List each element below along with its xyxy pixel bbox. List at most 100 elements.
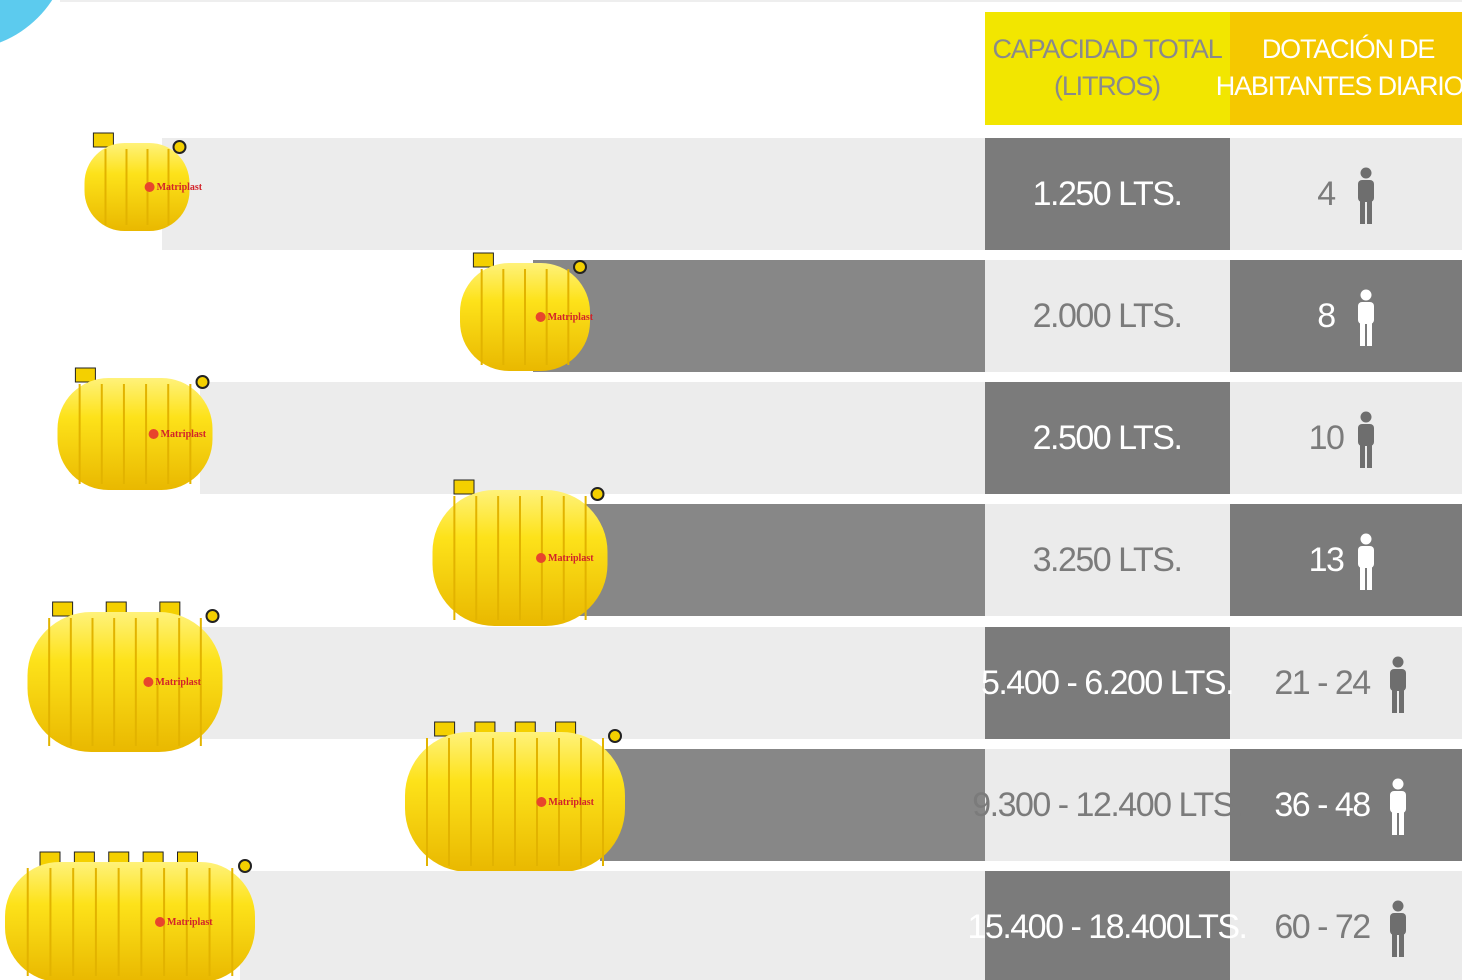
- tank-neck: [453, 479, 475, 495]
- tank-outlet: [238, 859, 252, 873]
- person-leg: [1399, 687, 1404, 713]
- tank-logo: [536, 797, 547, 807]
- person-icon: [1390, 900, 1406, 957]
- tank-brand: Matriplast: [157, 182, 203, 193]
- inhabitants-header: DOTACIÓN DE: [1262, 33, 1434, 64]
- capacity-cell: [985, 871, 1230, 980]
- person-icon: [1390, 778, 1406, 835]
- tank-image: Matriplast: [27, 601, 223, 752]
- tank-brand: Matriplast: [548, 312, 594, 323]
- inhabitants-cell: [1230, 138, 1462, 250]
- tank-logo: [143, 677, 154, 687]
- row-bar: [200, 627, 985, 739]
- inhabitants-value: 60 - 72: [1274, 908, 1370, 946]
- tank-logo: [536, 553, 546, 563]
- capacity-value: 9.300 - 12.400 LTS.: [972, 786, 1242, 824]
- capacity-cell: [985, 749, 1230, 861]
- tank-neck: [434, 721, 456, 737]
- tank-image: Matriplast: [57, 367, 213, 490]
- capacity-value: 1.250 LTS.: [1033, 175, 1182, 213]
- person-body: [1358, 546, 1374, 568]
- person-body: [1358, 180, 1374, 202]
- tank-outlet: [195, 375, 210, 389]
- person-leg: [1392, 931, 1397, 957]
- inhabitants-header-bg: [1230, 12, 1462, 125]
- person-body: [1390, 669, 1406, 691]
- person-body: [1358, 424, 1374, 446]
- tank-neck: [92, 132, 114, 148]
- tank-body: [27, 612, 223, 752]
- capacity-header-bg: [985, 12, 1230, 125]
- person-leg: [1367, 564, 1372, 590]
- person-leg: [1392, 809, 1397, 835]
- tank-image: Matriplast: [460, 252, 594, 371]
- person-body: [1390, 913, 1406, 935]
- person-leg: [1360, 198, 1365, 224]
- person-leg: [1399, 809, 1404, 835]
- tank-brand: Matriplast: [167, 917, 213, 928]
- tank-body: [84, 143, 190, 231]
- tank-outlet: [205, 609, 220, 623]
- inhabitants-cell: [1230, 871, 1462, 980]
- capacity-value: 2.500 LTS.: [1033, 419, 1182, 457]
- row-bar: [560, 504, 985, 616]
- person-head: [1360, 167, 1372, 179]
- capacity-cell: [985, 382, 1230, 494]
- capacity-header: (LITROS): [1054, 71, 1160, 101]
- tank-image: Matriplast: [432, 479, 608, 626]
- tank-outlet: [172, 140, 187, 154]
- inhabitants-value: 4: [1317, 175, 1335, 213]
- person-body: [1358, 302, 1374, 324]
- person-leg: [1367, 442, 1372, 468]
- tank-outlet: [573, 260, 587, 274]
- inhabitants-cell: [1230, 382, 1462, 494]
- tank-neck: [472, 252, 494, 268]
- person-icon: [1390, 656, 1406, 713]
- person-body: [1390, 791, 1406, 813]
- inhabitants-value: 21 - 24: [1274, 664, 1370, 702]
- capacity-value: 2.000 LTS.: [1033, 297, 1182, 335]
- tank-logo: [144, 182, 155, 192]
- inhabitants-cell: [1230, 504, 1462, 616]
- capacity-cell: [985, 260, 1230, 372]
- capacity-cell: [985, 504, 1230, 616]
- tank-body: [57, 378, 213, 490]
- row-bar: [162, 138, 985, 250]
- capacity-cell: [985, 138, 1230, 250]
- person-head: [1392, 656, 1404, 668]
- capacity-value: 5.400 - 6.200 LTS.: [981, 664, 1233, 702]
- tank-neck: [74, 367, 96, 383]
- inhabitants-value: 10: [1309, 419, 1344, 457]
- inhabitants-cell: [1230, 260, 1462, 372]
- person-leg: [1360, 442, 1365, 468]
- inhabitants-value: 36 - 48: [1274, 786, 1370, 824]
- row-bar: [240, 871, 985, 980]
- tank-body: [5, 862, 255, 980]
- row-bar: [533, 260, 985, 372]
- tank-brand: Matriplast: [155, 677, 201, 688]
- corner-decoration: [0, 0, 53, 43]
- inhabitants-cell: [1230, 749, 1462, 861]
- person-head: [1360, 411, 1372, 423]
- tank-logo: [535, 312, 546, 322]
- person-leg: [1360, 564, 1365, 590]
- row-bar: [600, 749, 985, 861]
- person-icon: [1358, 289, 1374, 346]
- inhabitants-header: HABITANTES DIARIOS: [1216, 71, 1462, 101]
- tank-brand: Matriplast: [161, 429, 207, 440]
- tank-neck: [52, 601, 74, 617]
- capacity-value: 3.250 LTS.: [1033, 541, 1182, 579]
- capacity-cell: [985, 627, 1230, 739]
- tank-image: Matriplast: [5, 851, 255, 980]
- capacity-value: 15.400 - 18.400LTS.: [968, 908, 1247, 946]
- tank-brand: Matriplast: [548, 797, 594, 808]
- person-leg: [1399, 931, 1404, 957]
- person-icon: [1358, 167, 1374, 224]
- tank-logo: [148, 429, 159, 439]
- tank-image: Matriplast: [405, 721, 625, 872]
- inhabitants-value: 13: [1309, 541, 1344, 579]
- person-icon: [1358, 411, 1374, 468]
- tank-brand: Matriplast: [548, 553, 594, 564]
- person-head: [1392, 900, 1404, 912]
